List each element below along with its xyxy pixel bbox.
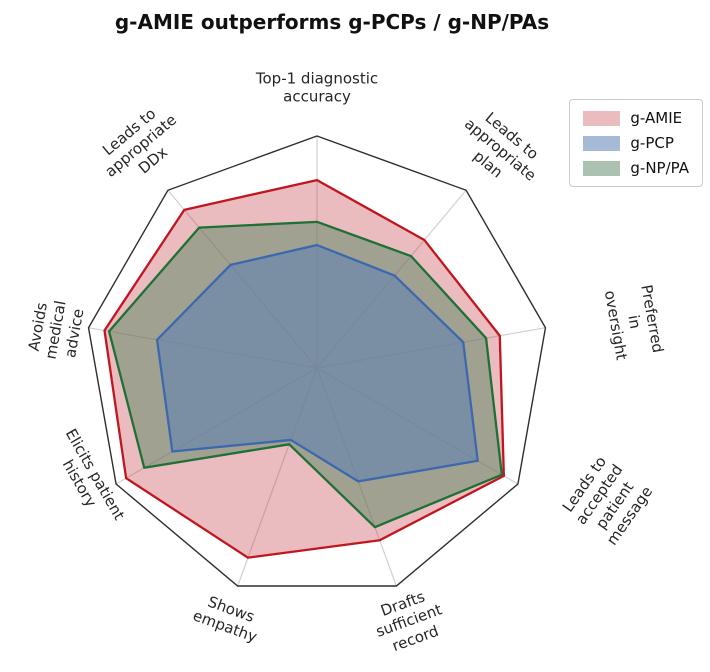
legend-label-g-np-pa: g-NP/PA <box>630 159 689 177</box>
axis-label-top-1-diagnostic-accuracy: Top-1 diagnostic accuracy <box>255 69 379 106</box>
legend-label-g-amie: g-AMIE <box>630 109 683 127</box>
chart-title: g-AMIE outperforms g-PCPs / g-NP/PAs <box>114 10 550 34</box>
legend-swatch-g-np-pa <box>583 160 621 176</box>
outer-frame <box>87 135 547 587</box>
legend-label-g-pcp: g-PCP <box>630 134 674 152</box>
legend-swatch-g-pcp <box>583 135 621 151</box>
axis-label-avoids-medical-advice: Avoids medical advice <box>24 299 88 361</box>
legend-item-g-pcp: g-PCP <box>583 134 689 152</box>
legend: g-AMIE g-PCP g-NP/PA <box>569 99 703 187</box>
series-polygon-g-pcp <box>155 243 479 483</box>
legend-swatch-g-amie <box>583 110 621 126</box>
legend-item-g-np-pa: g-NP/PA <box>583 159 689 177</box>
legend-item-g-amie: g-AMIE <box>583 109 689 127</box>
